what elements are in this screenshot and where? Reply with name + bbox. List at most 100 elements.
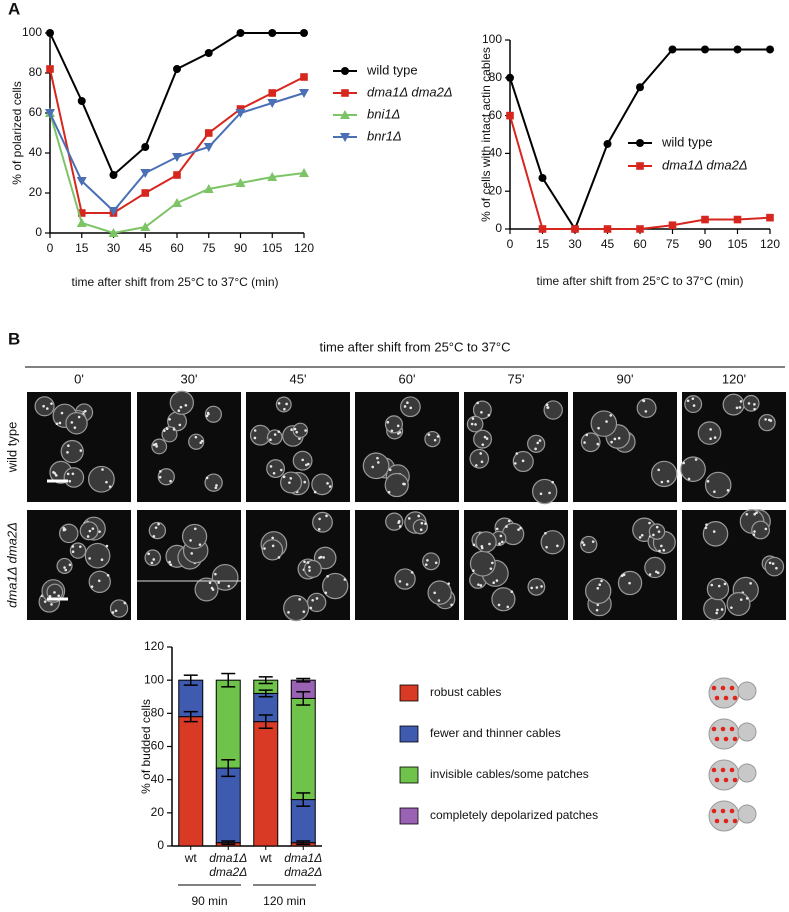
patch	[480, 460, 484, 464]
patch	[450, 603, 453, 607]
patch	[88, 529, 92, 533]
patch	[152, 558, 156, 561]
patch	[269, 438, 272, 442]
patch	[165, 427, 169, 431]
patch	[495, 579, 499, 582]
patch	[326, 574, 329, 578]
patch	[536, 441, 540, 445]
cell	[59, 523, 79, 544]
y-tick-label: 80	[489, 70, 503, 84]
cell	[204, 473, 223, 492]
patch	[738, 406, 742, 409]
patch	[307, 462, 310, 466]
marker	[108, 228, 119, 237]
y-axis-label: % of budded cells	[139, 699, 153, 794]
icon-patch	[714, 818, 720, 824]
y-tick-label: 60	[29, 105, 43, 119]
patch	[730, 606, 733, 609]
x-tick-label: wt	[184, 851, 197, 865]
cell	[292, 422, 309, 439]
x-axis-label: time after shift from 25°C to 37°C (min)	[537, 274, 744, 288]
marker	[341, 67, 349, 75]
patch	[548, 491, 551, 495]
patch	[172, 428, 176, 431]
legend-label: dma1Δ dma2Δ	[367, 84, 453, 99]
patch	[713, 436, 717, 439]
patch	[215, 484, 218, 487]
marker	[45, 109, 55, 118]
patch	[735, 406, 739, 410]
cell	[742, 394, 760, 412]
patch	[479, 584, 483, 587]
cell	[266, 459, 285, 479]
patch	[521, 459, 525, 463]
patch	[150, 561, 154, 565]
patch	[79, 449, 83, 452]
patch	[749, 582, 752, 585]
x-tick-label: 30	[568, 237, 582, 251]
marker	[603, 225, 612, 233]
cell	[704, 471, 732, 499]
x-tick-label: 60	[170, 241, 184, 255]
patch	[210, 586, 214, 590]
patch	[658, 549, 661, 553]
patch	[768, 561, 772, 565]
x-tick-label: 30	[107, 241, 121, 255]
patch	[55, 422, 59, 426]
patch	[177, 409, 181, 413]
patch	[387, 490, 391, 494]
cell	[60, 439, 84, 464]
patch	[290, 428, 293, 432]
patch	[105, 544, 109, 548]
patch	[610, 440, 613, 444]
patch	[60, 411, 64, 415]
patch	[66, 472, 70, 476]
icon-patch	[723, 818, 729, 824]
marker	[668, 221, 677, 230]
patch	[64, 568, 68, 572]
cell	[758, 413, 776, 432]
patch	[53, 472, 57, 475]
patch	[519, 526, 522, 530]
legend-label: dma1Δ dma2Δ	[662, 157, 748, 172]
patch	[424, 563, 428, 566]
y-tick-label: 40	[29, 145, 43, 159]
patch	[470, 422, 474, 426]
patch	[687, 477, 691, 481]
marker	[172, 153, 182, 162]
patch	[50, 603, 53, 606]
error-bar	[258, 689, 273, 698]
patch	[214, 486, 218, 490]
icon-patch	[714, 777, 720, 783]
patch	[437, 599, 441, 602]
cell	[385, 512, 404, 531]
patch	[596, 586, 600, 590]
legend-label: bnr1Δ	[367, 128, 402, 143]
patch	[84, 409, 87, 413]
patch	[272, 471, 276, 475]
patch	[546, 406, 549, 409]
marker	[506, 111, 514, 120]
patch	[70, 421, 74, 424]
marker	[300, 29, 308, 37]
bar-segment	[178, 716, 204, 847]
patch	[68, 479, 72, 483]
cell	[650, 460, 678, 488]
patch	[600, 579, 603, 583]
x-tick-label: dma1Δ dma2Δ	[209, 851, 248, 879]
icon-patch	[729, 808, 735, 814]
patch	[538, 439, 542, 442]
patch	[628, 581, 631, 585]
patch	[71, 545, 75, 548]
cell	[424, 430, 441, 448]
x-tick-label: 45	[601, 237, 615, 251]
x-tick-label: 60	[633, 237, 647, 251]
patch	[403, 405, 407, 408]
patch	[273, 433, 277, 436]
patch	[471, 417, 475, 420]
icon-patch	[714, 736, 720, 742]
icon-patch	[720, 808, 726, 814]
patch	[755, 511, 758, 515]
cell	[422, 552, 441, 571]
cell	[151, 438, 168, 455]
